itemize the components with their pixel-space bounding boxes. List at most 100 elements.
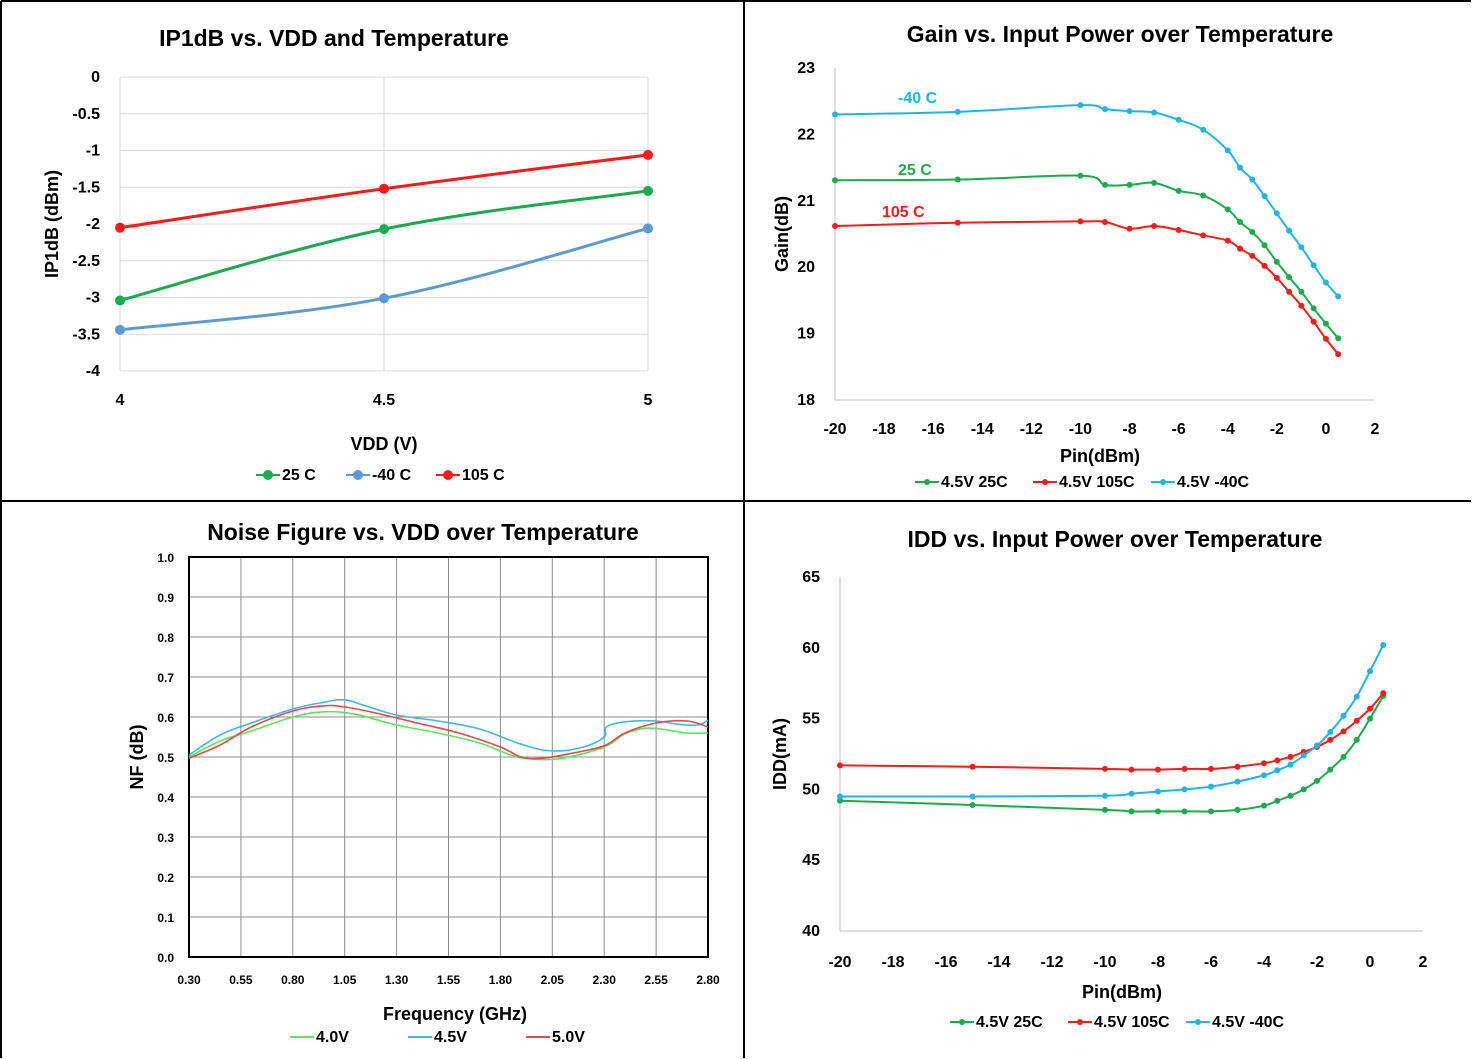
series-line-4-5v-25c [835, 175, 1338, 338]
y-tick-label: 23 [797, 60, 815, 77]
chart-title: Noise Figure vs. VDD over Temperature [207, 519, 639, 545]
data-point [1208, 808, 1214, 814]
data-point [1127, 226, 1133, 232]
data-point [1208, 766, 1214, 772]
y-tick-label: -3.5 [72, 326, 100, 343]
chart-title: Gain vs. Input Power over Temperature [907, 21, 1333, 47]
series-line-4-5v-105c [840, 693, 1383, 770]
data-point [115, 325, 125, 335]
data-point [1274, 259, 1280, 265]
y-tick-label: 0.5 [157, 751, 174, 765]
y-tick-label: 0.6 [157, 711, 174, 725]
data-point [970, 802, 976, 808]
data-point [1225, 238, 1231, 244]
data-point [1102, 182, 1108, 188]
data-point [115, 295, 125, 305]
y-tick-label: -1 [86, 143, 100, 160]
data-point [379, 293, 389, 303]
y-tick-label: -1.5 [72, 179, 100, 196]
curve-annotation: 105 C [882, 204, 925, 221]
data-point [1077, 218, 1083, 224]
x-tick-label: 4 [116, 392, 125, 409]
data-point [1200, 192, 1206, 198]
x-tick-label: 1.30 [385, 973, 409, 987]
x-tick-label: -18 [873, 421, 896, 438]
legend-label: 4.5V -40C [1212, 1014, 1284, 1031]
y-tick-label: 50 [802, 781, 820, 798]
data-point [1102, 219, 1108, 225]
data-point [1341, 754, 1347, 760]
x-tick-label: 2.30 [593, 973, 617, 987]
data-point [1314, 743, 1320, 749]
y-tick-label: -2 [86, 216, 100, 233]
y-tick-label: 0.9 [157, 591, 174, 605]
y-tick-label: 0 [91, 69, 100, 86]
data-point [1274, 767, 1280, 773]
chart-title: IDD vs. Input Power over Temperature [908, 526, 1323, 552]
y-tick-label: -0.5 [72, 106, 100, 123]
data-point [643, 186, 653, 196]
y-tick-label: 0.0 [157, 951, 174, 965]
x-tick-label: -14 [987, 954, 1010, 971]
data-point [1237, 165, 1243, 171]
x-tick-label: 2.80 [696, 973, 720, 987]
x-axis-label: Pin(dBm) [1060, 446, 1140, 466]
data-point [115, 223, 125, 233]
data-point [1274, 757, 1280, 763]
data-point [1235, 764, 1241, 770]
x-tick-label: 5 [644, 392, 653, 409]
data-point [1367, 668, 1373, 674]
x-tick-label: -14 [971, 421, 994, 438]
x-tick-label: 0 [1366, 954, 1375, 971]
data-point [1327, 737, 1333, 743]
y-tick-label: 22 [797, 126, 815, 143]
y-tick-label: 0.1 [157, 911, 174, 925]
legend-label: 4.0V [316, 1029, 349, 1046]
data-point [1129, 791, 1135, 797]
legend-label: 4.5V 25C [976, 1014, 1043, 1031]
data-point [1176, 188, 1182, 194]
y-tick-label: 20 [797, 259, 815, 276]
y-tick-label: 21 [797, 193, 815, 210]
y-axis-label: Gain(dB) [772, 196, 792, 272]
y-axis-label: NF (dB) [127, 725, 147, 790]
y-tick-label: 0.3 [157, 831, 174, 845]
x-tick-label: 2 [1371, 421, 1380, 438]
x-tick-label: 1.55 [437, 973, 461, 987]
data-point [1262, 242, 1268, 248]
y-tick-label: 45 [802, 852, 820, 869]
data-point [1327, 729, 1333, 735]
data-point [1314, 778, 1320, 784]
y-axis-label: IP1dB (dBm) [42, 170, 62, 278]
data-point [1354, 718, 1360, 724]
x-tick-label: -20 [823, 421, 846, 438]
x-tick-label: 1.05 [333, 973, 357, 987]
data-point [1288, 754, 1294, 760]
y-tick-label: -3 [86, 290, 100, 307]
legend-label: 4.5V 25C [941, 474, 1008, 491]
legend-marker [1195, 1019, 1201, 1025]
data-point [1367, 706, 1373, 712]
data-point [970, 764, 976, 770]
data-point [1237, 246, 1243, 252]
legend-marker [1042, 479, 1048, 485]
data-point [643, 150, 653, 160]
data-point [955, 220, 961, 226]
idd-chart: IDD vs. Input Power over Temperature 40 45… [770, 526, 1428, 1031]
legend-marker [443, 470, 453, 480]
series-line-4-5v-40c [840, 645, 1383, 797]
data-point [1237, 219, 1243, 225]
ip1db-chart: IP1dB vs. VDD and Temperature0-0.5-1-1.5… [42, 25, 653, 484]
data-point [1249, 177, 1255, 183]
data-point [1151, 223, 1157, 229]
data-point [1077, 173, 1083, 179]
data-point [1155, 808, 1161, 814]
legend-marker [1160, 479, 1166, 485]
data-point [1102, 793, 1108, 799]
data-point [832, 177, 838, 183]
curve-annotation: -40 C [898, 90, 938, 107]
data-point [1225, 206, 1231, 212]
data-point [1182, 766, 1188, 772]
legend-label: 4.5V 105C [1059, 474, 1135, 491]
data-point [1311, 262, 1317, 268]
